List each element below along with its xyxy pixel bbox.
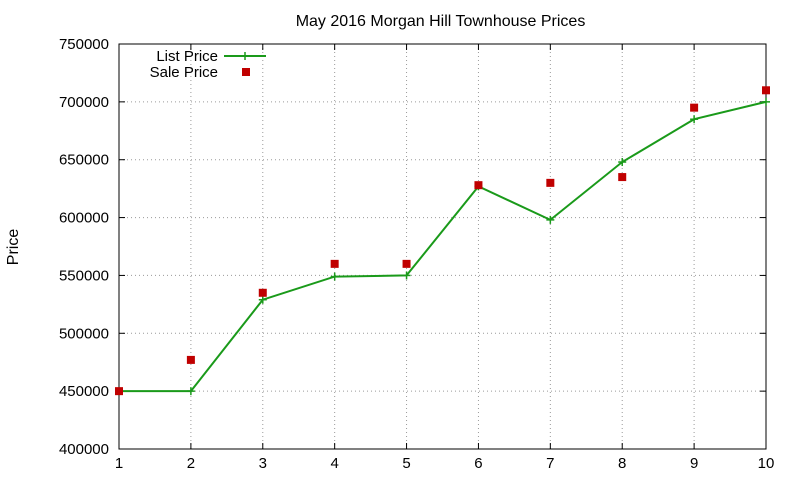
y-tick-label: 750000 [59,36,109,53]
legend-label-list-price: List Price [156,48,218,65]
grid [119,44,766,449]
legend-label-sale-price: Sale Price [150,64,218,81]
sale-price-point [258,288,267,297]
y-tick-label: 450000 [59,383,109,400]
x-tick-label: 5 [402,455,410,472]
legend-swatch-sale-price [242,68,250,76]
series [115,86,770,396]
legend: List Price Sale Price [150,48,266,81]
list-price-point [330,272,339,281]
x-tick-label: 6 [474,455,482,472]
x-tick-label: 2 [187,455,195,472]
list-price-point [186,387,195,396]
y-tick-label: 650000 [59,152,109,169]
y-tick-label: 550000 [59,267,109,284]
list-price-point [402,271,411,280]
x-tick-label: 7 [546,455,554,472]
legend-marker-square [242,68,250,76]
sale-price-point [115,387,123,396]
x-tick-label: 9 [690,455,698,472]
y-tick-label: 600000 [59,210,109,227]
list-price-point [690,115,699,124]
list-price-point [258,295,267,304]
y-axis-label: Price [5,229,22,266]
sale-price-point [690,103,699,112]
chart-title: May 2016 Morgan Hill Townhouse Prices [296,13,586,30]
sale-price-point [474,181,483,190]
x-tick-label: 4 [330,455,338,472]
x-tick-label: 3 [259,455,267,472]
list-price-point [762,97,770,106]
list-price-line [119,100,767,393]
sale-price-point [546,178,555,187]
list-price-point [618,158,627,167]
plot-frame [118,43,767,450]
y-tick-label: 700000 [59,94,109,111]
x-tick-label: 10 [758,455,775,472]
sale-price-point [402,259,411,268]
sale-price-point [762,86,770,95]
x-tick-label: 8 [618,455,626,472]
y-tick-label: 400000 [59,441,109,458]
x-tick-label: 1 [115,455,123,472]
list-price-point [546,215,555,224]
y-tick-label: 500000 [59,325,109,342]
axis-ticks: 400000 450000 500000 550000 600000 650000 7000… [59,36,774,472]
sale-price-point [330,259,339,268]
sale-price-point [186,355,195,364]
legend-swatch-list-price [224,52,266,60]
sale-price-point [618,173,627,182]
